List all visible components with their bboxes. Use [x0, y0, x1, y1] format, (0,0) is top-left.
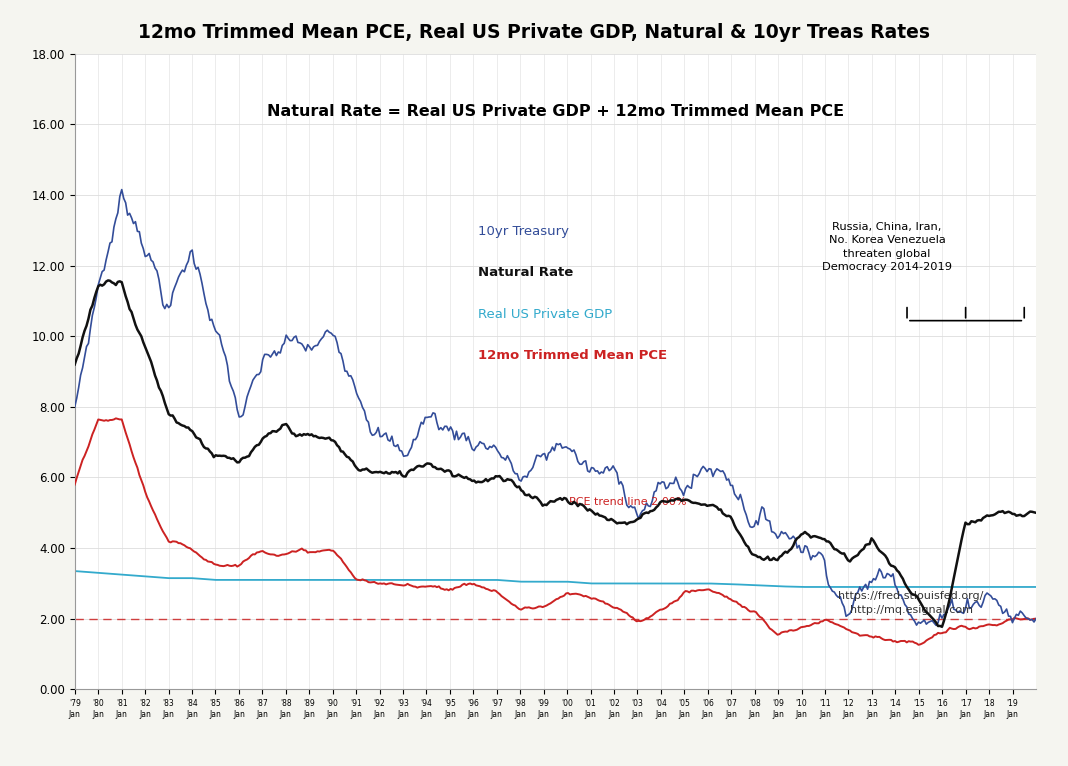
- Text: 10yr Treasury: 10yr Treasury: [478, 225, 569, 238]
- Text: 12mo Trimmed Mean PCE, Real US Private GDP, Natural & 10yr Treas Rates: 12mo Trimmed Mean PCE, Real US Private G…: [138, 23, 930, 42]
- Text: 12mo Trimmed Mean PCE: 12mo Trimmed Mean PCE: [478, 349, 668, 362]
- Text: Real US Private GDP: Real US Private GDP: [478, 308, 613, 321]
- Text: Russia, China, Iran,
No. Korea Venezuela
threaten global
Democracy 2014-2019: Russia, China, Iran, No. Korea Venezuela…: [822, 222, 952, 272]
- Text: PCE trend line 2.00%: PCE trend line 2.00%: [568, 497, 687, 507]
- Text: Natural Rate = Real US Private GDP + 12mo Trimmed Mean PCE: Natural Rate = Real US Private GDP + 12m…: [267, 104, 844, 119]
- Text: https://fred.stlouisfed.org/
http://mq.esignal.com: https://fred.stlouisfed.org/ http://mq.e…: [838, 591, 984, 615]
- Text: Natural Rate: Natural Rate: [478, 267, 574, 280]
